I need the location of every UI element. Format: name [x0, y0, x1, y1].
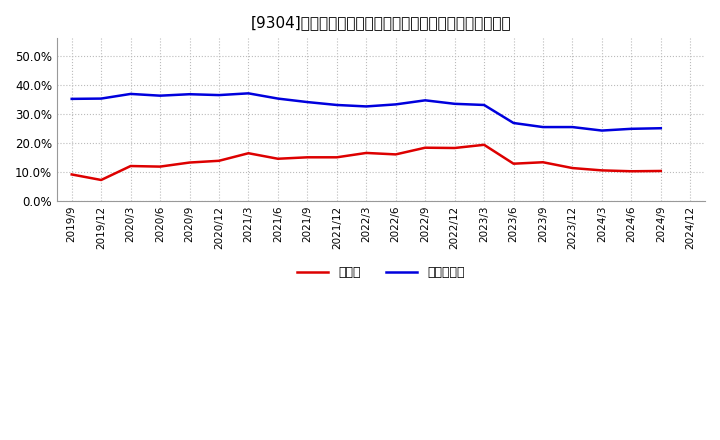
現頲金: [657, 169, 665, 174]
現頲金: [509, 161, 518, 166]
現頲金: [480, 142, 488, 147]
有利子負債: [539, 125, 547, 130]
現頲金: [215, 158, 223, 163]
有利子負債: [450, 101, 459, 106]
現頲金: [362, 150, 371, 156]
Line: 有利子負債: 有利子負債: [72, 93, 661, 131]
有利子負債: [303, 99, 312, 105]
有利子負債: [215, 92, 223, 98]
有利子負債: [244, 91, 253, 96]
現頲金: [392, 152, 400, 157]
有利子負債: [480, 103, 488, 108]
現頲金: [539, 160, 547, 165]
現頲金: [303, 155, 312, 160]
現頲金: [156, 164, 164, 169]
有利子負債: [627, 126, 636, 132]
現頲金: [68, 172, 76, 177]
Line: 現頲金: 現頲金: [72, 145, 661, 180]
有利子負債: [362, 104, 371, 109]
有利子負債: [156, 93, 164, 98]
現頲金: [450, 145, 459, 150]
有利子負債: [185, 92, 194, 97]
有利子負債: [126, 91, 135, 96]
有利子負債: [509, 121, 518, 126]
有利子負債: [392, 102, 400, 107]
有利子負債: [657, 125, 665, 131]
有利子負債: [568, 125, 577, 130]
有利子負債: [97, 96, 106, 101]
現頲金: [126, 163, 135, 169]
現頲金: [274, 156, 282, 161]
Legend: 現頲金, 有利子負債: 現頲金, 有利子負債: [292, 261, 469, 284]
Title: [9304]　現頲金、有利子負債の総資産に対する比率の推移: [9304] 現頲金、有利子負債の総資産に対する比率の推移: [251, 15, 511, 30]
現頲金: [598, 168, 606, 173]
有利子負債: [421, 98, 430, 103]
現頲金: [333, 155, 341, 160]
有利子負債: [68, 96, 76, 102]
有利子負債: [274, 96, 282, 101]
現頲金: [244, 150, 253, 156]
現頲金: [568, 165, 577, 171]
現頲金: [185, 160, 194, 165]
有利子負債: [333, 103, 341, 108]
現頲金: [627, 169, 636, 174]
有利子負債: [598, 128, 606, 133]
現頲金: [421, 145, 430, 150]
現頲金: [97, 177, 106, 183]
